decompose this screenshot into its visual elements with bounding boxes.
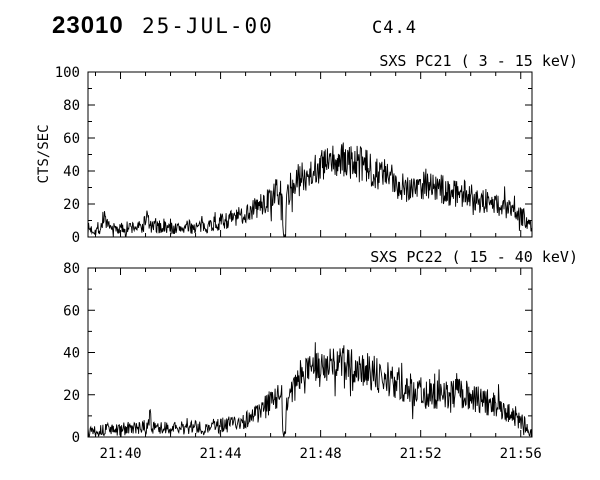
event-date: 25-JUL-00 bbox=[142, 14, 274, 38]
x-tick-label: 21:44 bbox=[199, 446, 241, 462]
goes-class: C4.4 bbox=[372, 18, 417, 38]
y-tick-label: 80 bbox=[63, 98, 80, 114]
y-tick-label: 40 bbox=[63, 164, 80, 180]
x-tick-label: 21:56 bbox=[500, 446, 542, 462]
panel-title-pc21: SXS PC21 ( 3 - 15 keV) bbox=[379, 52, 578, 70]
y-tick-label: 80 bbox=[63, 261, 80, 277]
y-tick-label: 40 bbox=[63, 346, 80, 362]
x-tick-label: 21:48 bbox=[300, 446, 342, 462]
x-tick-label: 21:52 bbox=[400, 446, 442, 462]
y-axis-label: CTS/SEC bbox=[36, 124, 52, 184]
y-tick-label: 20 bbox=[63, 388, 80, 404]
y-tick-label: 60 bbox=[63, 303, 80, 319]
lightcurve-pc22 bbox=[87, 342, 532, 438]
x-tick-label: 21:40 bbox=[99, 446, 141, 462]
panel-frame-1 bbox=[87, 267, 533, 438]
panel-title-pc22: SXS PC22 ( 15 - 40 keV) bbox=[370, 248, 578, 266]
y-tick-label: 0 bbox=[72, 230, 80, 246]
event-number: 23010 bbox=[52, 12, 124, 39]
lightcurve-pc21 bbox=[87, 142, 532, 238]
panel-frame-0 bbox=[87, 71, 533, 238]
y-tick-label: 60 bbox=[63, 131, 80, 147]
y-tick-label: 20 bbox=[63, 197, 80, 213]
y-tick-label: 0 bbox=[72, 430, 80, 446]
y-tick-label: 100 bbox=[55, 65, 80, 81]
